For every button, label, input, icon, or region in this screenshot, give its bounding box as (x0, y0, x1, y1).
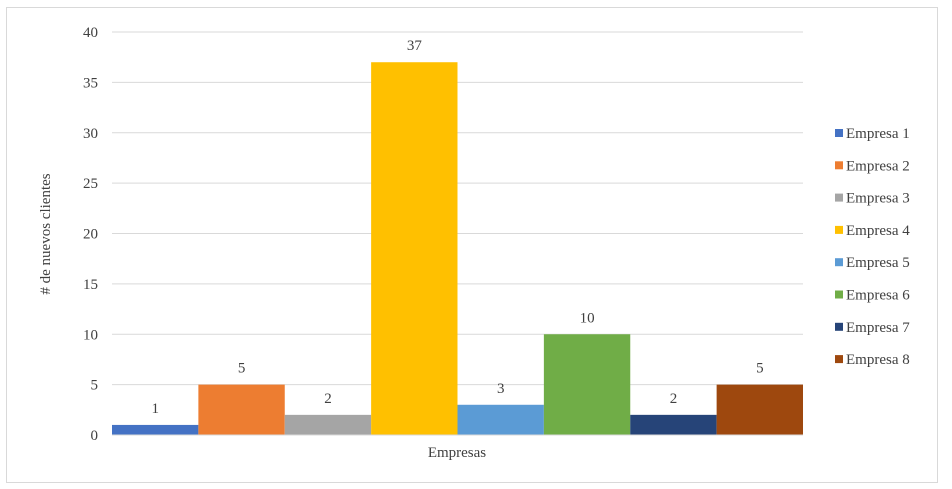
legend-swatch (835, 355, 843, 364)
legend-label: Empresa 2 (846, 158, 910, 174)
bar-7 (630, 414, 717, 435)
bars (112, 62, 803, 435)
data-label: 37 (407, 38, 423, 54)
data-label: 3 (497, 381, 505, 397)
bar-3 (284, 414, 372, 435)
legend-label: Empresa 7 (846, 320, 910, 336)
bar-6 (543, 334, 631, 435)
data-label: 1 (151, 401, 159, 417)
legend-swatch (835, 161, 843, 170)
data-label: 2 (670, 391, 678, 407)
y-axis-ticks: 0 5 10 15 20 25 30 35 40 (83, 25, 98, 444)
data-label: 5 (756, 361, 764, 377)
bar-4 (371, 62, 458, 435)
bar-2 (198, 384, 285, 435)
y-axis-title: # de nuevos clientes (38, 173, 54, 294)
legend-label: Empresa 8 (846, 352, 910, 368)
y-tick-label: 30 (83, 126, 98, 142)
y-tick-label: 40 (83, 25, 98, 41)
x-axis-title: Empresas (428, 445, 486, 461)
bar-8 (716, 384, 803, 435)
legend-swatch (835, 290, 843, 299)
y-tick-label: 15 (83, 277, 98, 293)
legend-label: Empresa 5 (846, 255, 910, 271)
legend: Empresa 1 Empresa 2 Empresa 3 Empresa 4 Empr… (835, 126, 910, 368)
y-tick-label: 35 (83, 75, 98, 91)
data-label: 2 (324, 391, 332, 407)
y-tick-label: 0 (91, 428, 99, 444)
bar-5 (457, 404, 544, 435)
y-tick-label: 10 (83, 327, 98, 343)
y-tick-label: 20 (83, 227, 98, 243)
legend-label: Empresa 4 (846, 223, 910, 239)
legend-label: Empresa 1 (846, 126, 910, 142)
legend-swatch (835, 129, 843, 137)
data-label: 5 (238, 361, 246, 377)
y-tick-label: 5 (91, 378, 99, 394)
y-tick-label: 25 (83, 176, 98, 192)
legend-label: Empresa 6 (846, 288, 910, 304)
legend-label: Empresa 3 (846, 191, 910, 207)
bar-1 (112, 424, 199, 435)
legend-swatch (835, 193, 843, 202)
legend-swatch (835, 225, 843, 234)
data-labels: 1 5 2 37 3 10 2 5 (151, 38, 763, 417)
data-label: 10 (580, 310, 595, 326)
legend-swatch (835, 322, 843, 331)
legend-swatch (835, 258, 843, 267)
